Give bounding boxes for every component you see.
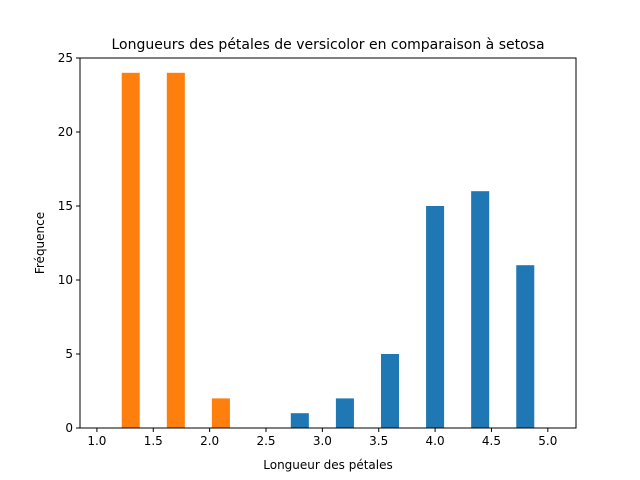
bar-series2-5 [471, 191, 490, 428]
x-tick-label: 3.5 [369, 434, 388, 448]
x-tick-label: 5.0 [538, 434, 557, 448]
x-tick-label: 3.0 [313, 434, 332, 448]
bar-series1-2 [166, 72, 185, 429]
x-tick-label: 4.0 [426, 434, 445, 448]
y-tick-label: 15 [58, 199, 73, 213]
bar-series2-3 [380, 354, 400, 428]
y-axis-ticks: 0 5 10 15 20 25 [58, 51, 80, 435]
bar-series2-1 [290, 413, 309, 428]
chart-title: Longueurs des pétales de versicolor en c… [111, 37, 544, 53]
y-tick-label: 10 [58, 273, 73, 287]
x-tick-label: 4.5 [482, 434, 501, 448]
x-axis-ticks: 1.0 1.5 2.0 2.5 3.0 3.5 4.0 4.5 5.0 [87, 428, 557, 448]
y-tick-label: 5 [65, 347, 73, 361]
bar-series1-1 [121, 72, 140, 429]
y-tick-label: 25 [58, 51, 73, 65]
bar-series2-4 [426, 206, 445, 428]
x-tick-label: 2.5 [256, 434, 275, 448]
y-axis-label: Fréquence [33, 212, 47, 274]
x-tick-label: 1.5 [144, 434, 163, 448]
bars-group [121, 72, 535, 429]
x-tick-label: 1.0 [87, 434, 106, 448]
y-tick-label: 0 [65, 421, 73, 435]
x-axis-label: Longueur des pétales [263, 458, 392, 472]
x-tick-label: 2.0 [200, 434, 219, 448]
bar-series1-3 [211, 398, 230, 428]
bar-series2-2 [335, 398, 354, 428]
plot-frame [79, 57, 577, 429]
y-tick-label: 20 [58, 125, 73, 139]
bar-series2-6 [516, 265, 535, 428]
